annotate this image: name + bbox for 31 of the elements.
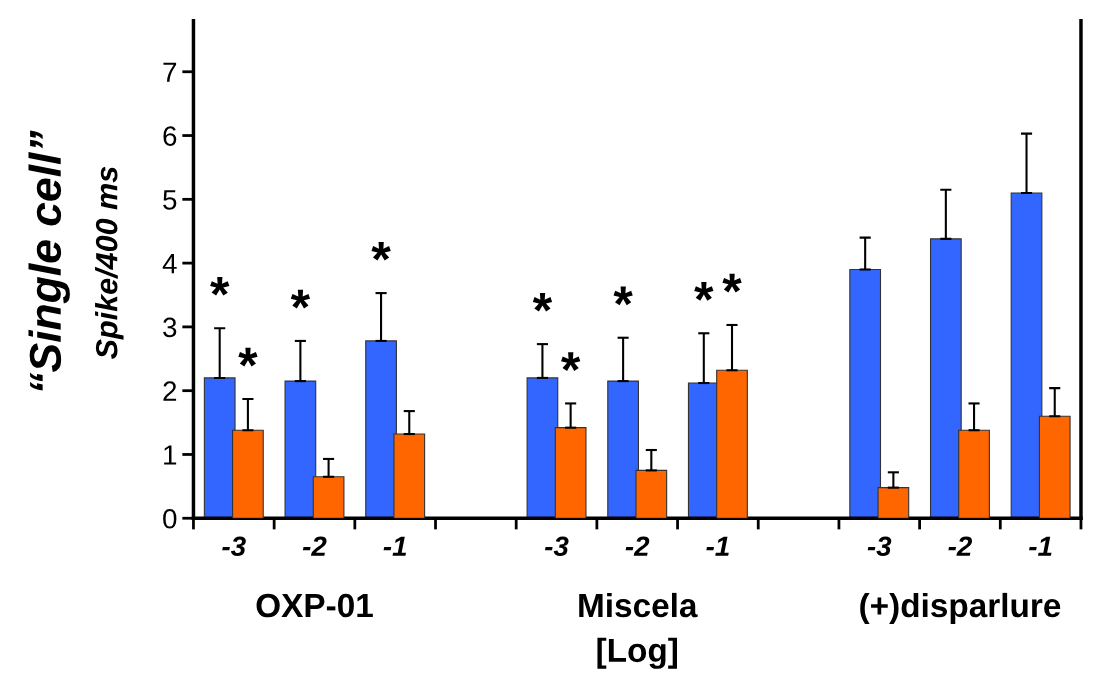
x-tick-label: -1 xyxy=(383,536,407,556)
y-tick-label: 5 xyxy=(163,190,177,210)
x-tick-label: -3 xyxy=(222,536,246,557)
data-label: * xyxy=(532,292,553,312)
x-tick-label: -2 xyxy=(625,536,650,556)
x-tick-label: -1 xyxy=(1029,536,1052,556)
y-tick-label: 6 xyxy=(163,126,177,146)
data-label: * xyxy=(613,286,633,306)
text: Miscela xyxy=(579,592,698,618)
y-tick-label: 7 xyxy=(163,62,177,82)
y-tick-label: 1 xyxy=(164,445,177,465)
x-tick-label: -2 xyxy=(302,536,327,556)
data-label: * xyxy=(694,282,714,301)
data-label: * xyxy=(238,347,258,367)
x-tick-label: -3 xyxy=(867,536,892,557)
data-label: * xyxy=(371,241,391,261)
x-tick-label: -1 xyxy=(706,536,729,556)
text: OXP-01 xyxy=(256,593,373,618)
data-label: * xyxy=(722,273,742,293)
x-tick-label: -3 xyxy=(544,536,569,557)
data-label: * xyxy=(290,289,311,309)
text: (+)disparlure xyxy=(860,592,1061,624)
y-axis-title: “Single cell” Spike/400 ms xyxy=(28,130,124,391)
y-tick-label: 2 xyxy=(163,381,177,401)
data-label: * xyxy=(210,277,230,296)
y-tick-label: 0 xyxy=(163,508,177,529)
x-tick-label: -2 xyxy=(948,536,973,556)
data-label: * xyxy=(561,352,581,371)
y-tick-label: 3 xyxy=(163,317,177,338)
x-axis-title: [Log] xyxy=(597,637,677,669)
y-tick-label: 4 xyxy=(162,254,177,274)
